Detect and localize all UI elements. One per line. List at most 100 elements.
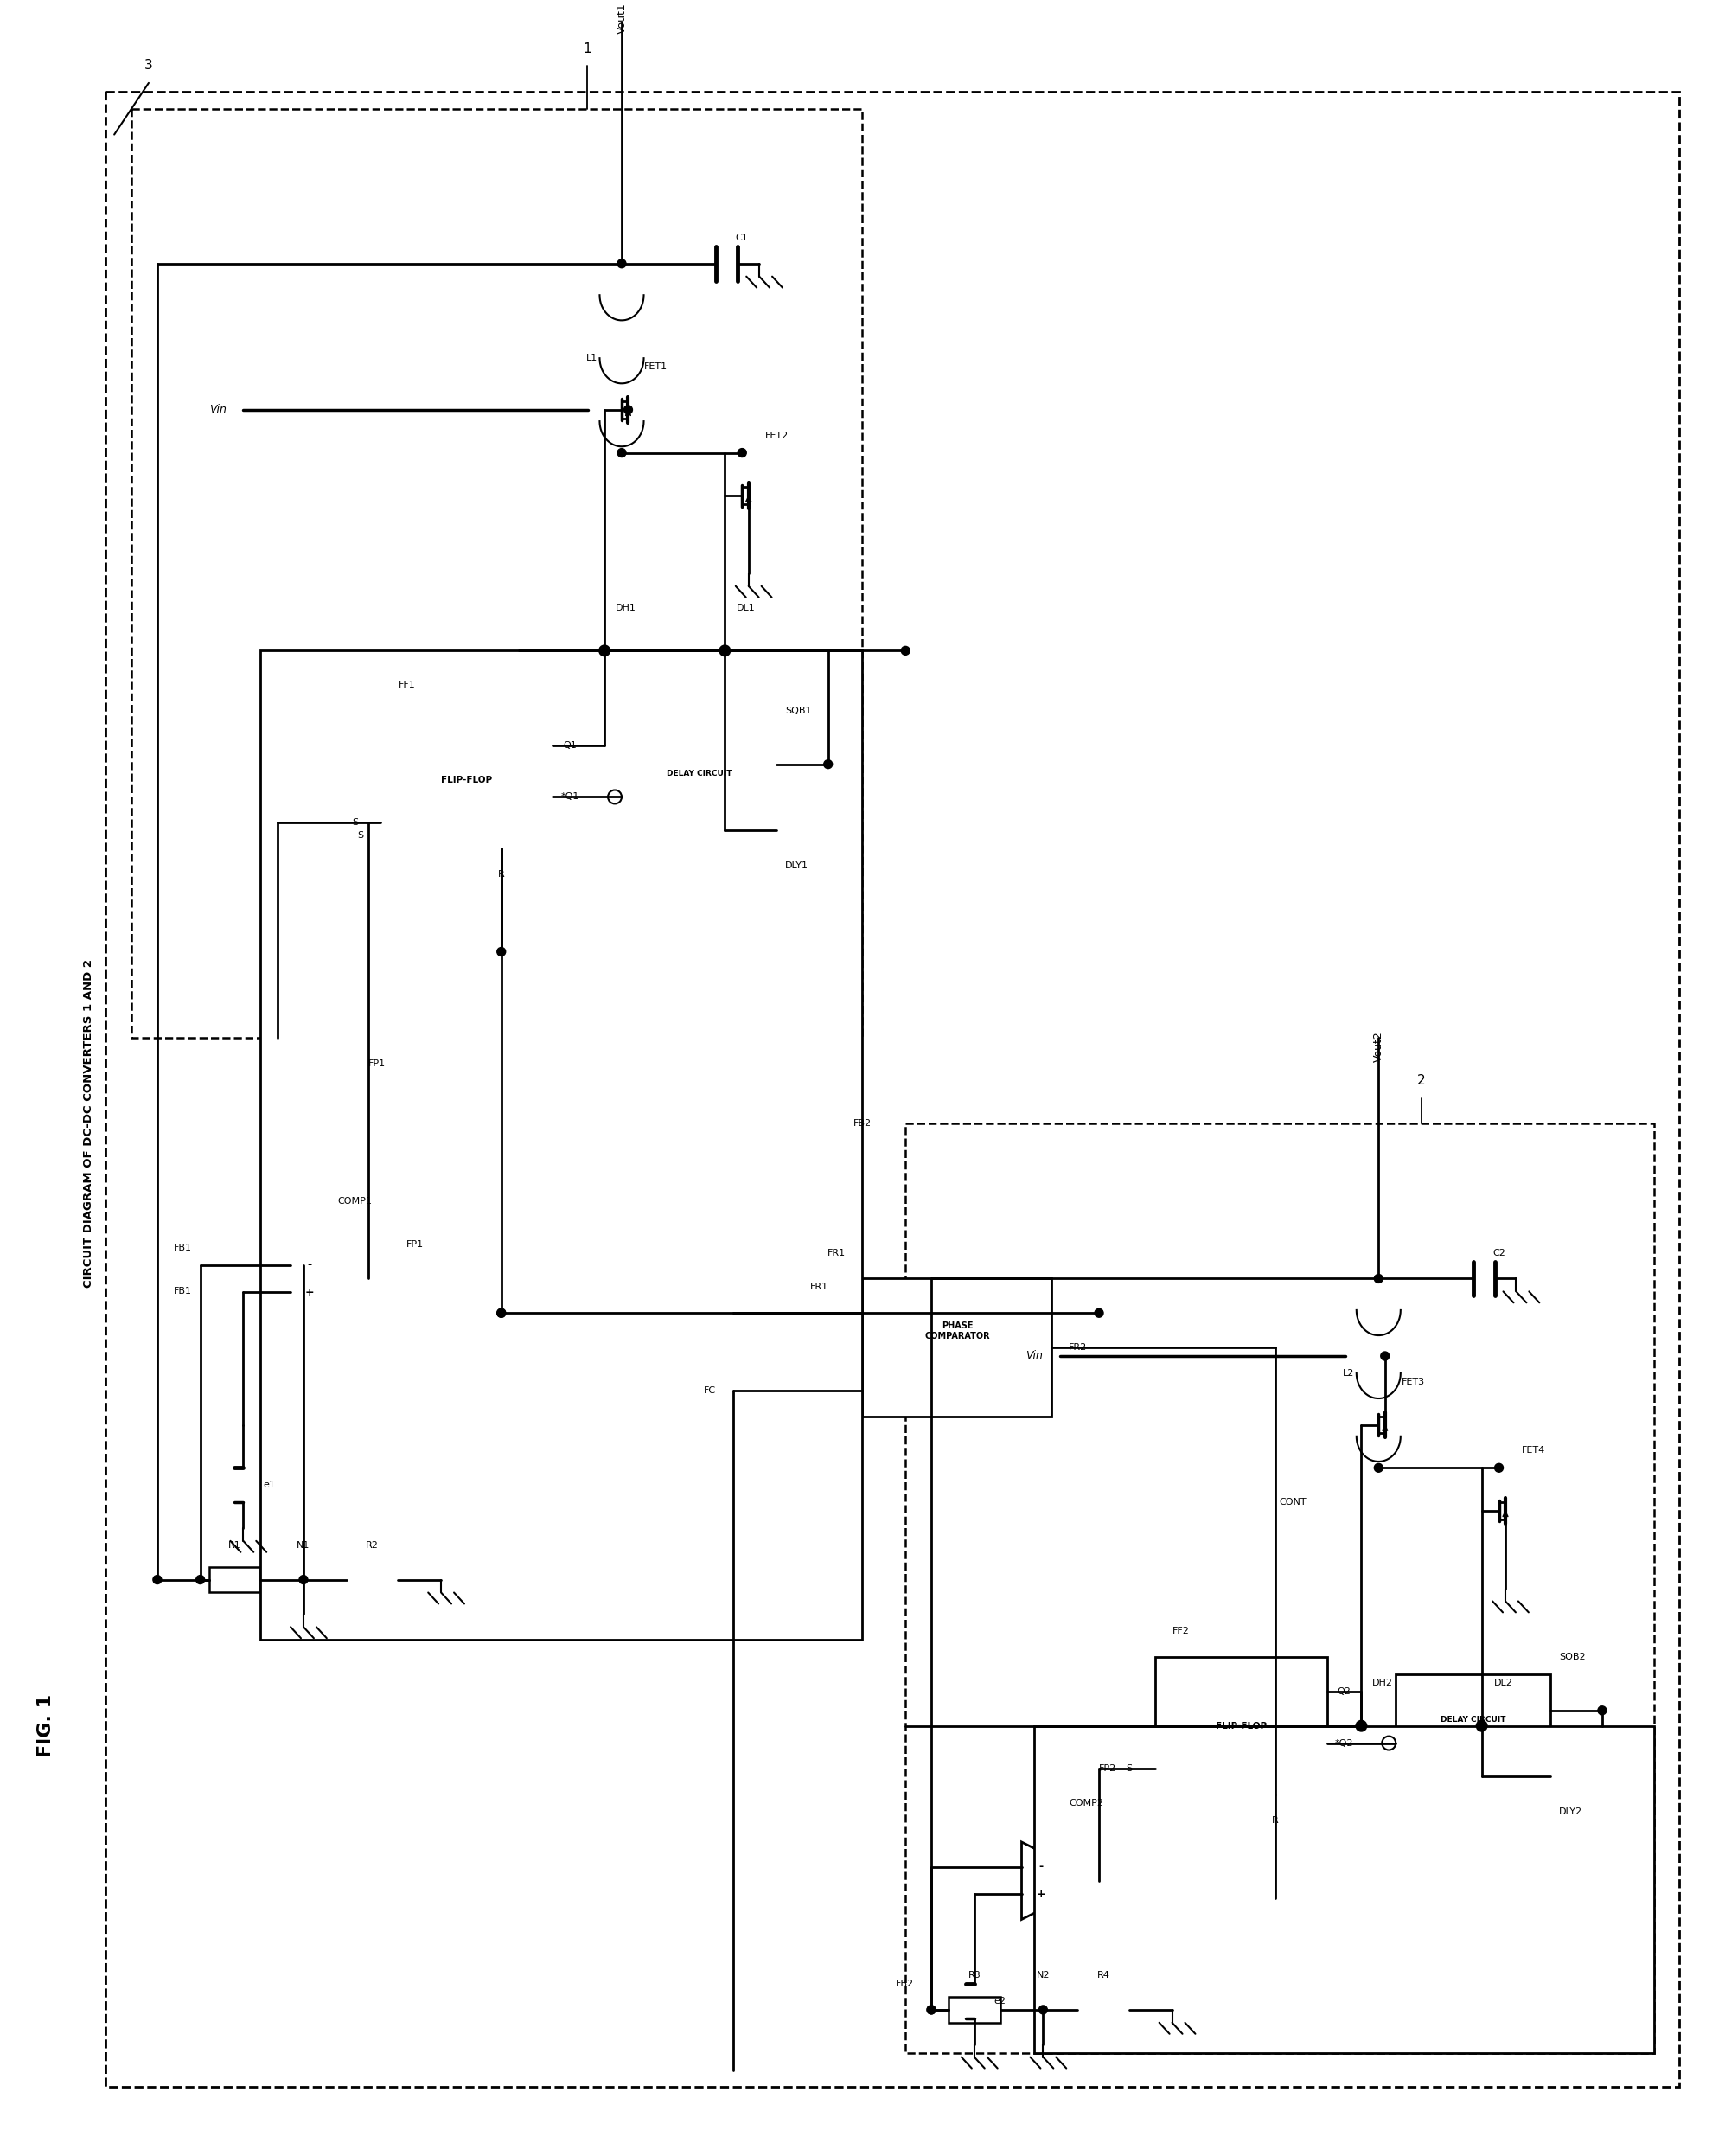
Text: R: R	[499, 871, 505, 880]
Bar	[1396, 1675, 1551, 1794]
Text: SQB2: SQB2	[1559, 1654, 1585, 1662]
Text: e1: e1	[264, 1481, 274, 1490]
Text: FET3: FET3	[1401, 1378, 1425, 1386]
Text: CONT: CONT	[1278, 1498, 1306, 1507]
Text: *Q1: *Q1	[561, 793, 580, 802]
Circle shape	[1375, 1274, 1383, 1283]
Circle shape	[1494, 1464, 1502, 1473]
Circle shape	[497, 1309, 505, 1317]
Text: N1: N1	[297, 1542, 310, 1550]
Bar	[906, 1123, 1654, 2053]
Text: *Q2: *Q2	[1335, 1738, 1354, 1746]
Text: DL1: DL1	[737, 604, 756, 612]
Text: 1: 1	[583, 41, 592, 56]
Text: R3: R3	[968, 1971, 982, 1979]
Text: FP2: FP2	[1099, 1764, 1116, 1772]
Text: FC: FC	[704, 1386, 716, 1395]
Text: DH1: DH1	[616, 604, 637, 612]
Text: DELAY CIRCUIT: DELAY CIRCUIT	[666, 770, 731, 778]
Text: DELAY CIRCUIT: DELAY CIRCUIT	[1440, 1716, 1506, 1725]
Text: Q1: Q1	[564, 742, 576, 750]
Text: e2: e2	[994, 1996, 1006, 2005]
Text: FET4: FET4	[1521, 1447, 1546, 1455]
Text: FET1: FET1	[645, 362, 668, 371]
Bar	[1156, 1658, 1327, 1794]
Text: +: +	[1037, 1889, 1045, 1899]
Text: SQB1: SQB1	[785, 707, 811, 716]
Text: FIG. 1: FIG. 1	[36, 1695, 53, 1757]
Text: DL2: DL2	[1494, 1680, 1513, 1688]
Text: PHASE
COMPARATOR: PHASE COMPARATOR	[925, 1322, 990, 1341]
Circle shape	[1375, 1464, 1383, 1473]
Circle shape	[600, 647, 609, 655]
Bar	[131, 108, 862, 1037]
Circle shape	[900, 647, 909, 655]
Text: FLIP-FLOP: FLIP-FLOP	[442, 776, 492, 785]
Text: DH2: DH2	[1373, 1680, 1394, 1688]
Text: COMP1: COMP1	[338, 1197, 373, 1205]
Text: FF2: FF2	[1171, 1628, 1189, 1636]
Text: -: -	[1038, 1861, 1044, 1871]
Bar	[347, 1567, 398, 1593]
Circle shape	[298, 1576, 307, 1585]
Text: FP1: FP1	[407, 1240, 424, 1248]
Circle shape	[926, 2005, 935, 2014]
Text: Vin: Vin	[209, 403, 226, 416]
Text: S: S	[1126, 1764, 1132, 1772]
Circle shape	[1380, 1352, 1389, 1360]
Circle shape	[197, 1576, 205, 1585]
Circle shape	[825, 759, 833, 768]
Text: Vout2: Vout2	[1373, 1031, 1383, 1061]
Text: FB2: FB2	[854, 1119, 871, 1128]
Text: S: S	[357, 832, 364, 841]
Bar	[260, 651, 862, 1641]
Circle shape	[1597, 1705, 1606, 1714]
Text: 3: 3	[145, 58, 154, 71]
Text: FLIP-FLOP: FLIP-FLOP	[1216, 1723, 1266, 1731]
Circle shape	[738, 448, 747, 457]
Bar	[381, 711, 554, 849]
Circle shape	[1038, 2005, 1047, 2014]
Text: R2: R2	[366, 1542, 380, 1550]
Circle shape	[1477, 1723, 1485, 1731]
Text: N2: N2	[1037, 1971, 1051, 1979]
Text: DLY1: DLY1	[785, 862, 809, 871]
Text: 2: 2	[1418, 1074, 1425, 1087]
Text: C2: C2	[1492, 1248, 1506, 1257]
Text: R1: R1	[228, 1542, 242, 1550]
Text: R: R	[1271, 1815, 1278, 1824]
Bar	[621, 729, 776, 849]
Text: -: -	[307, 1259, 312, 1270]
Bar	[949, 1996, 1000, 2022]
Circle shape	[497, 946, 505, 955]
Text: L2: L2	[1342, 1369, 1354, 1378]
Circle shape	[624, 405, 633, 414]
Text: CIRCUIT DIAGRAM OF DC-DC CONVERTERS 1 AND 2: CIRCUIT DIAGRAM OF DC-DC CONVERTERS 1 AN…	[83, 959, 95, 1287]
Text: +: +	[305, 1287, 314, 1298]
Text: FF1: FF1	[398, 681, 416, 690]
Bar	[1078, 1996, 1130, 2022]
Text: FB1: FB1	[174, 1244, 191, 1253]
Circle shape	[1095, 1309, 1104, 1317]
Text: FR2: FR2	[1070, 1343, 1087, 1352]
Circle shape	[497, 1309, 505, 1317]
Text: COMP2: COMP2	[1070, 1798, 1104, 1807]
Circle shape	[926, 2005, 935, 2014]
Text: FR1: FR1	[826, 1248, 845, 1257]
Circle shape	[154, 1576, 162, 1585]
Text: Vout1: Vout1	[616, 2, 628, 34]
Circle shape	[618, 259, 626, 267]
Text: DLY2: DLY2	[1559, 1807, 1582, 1815]
Bar	[862, 1279, 1052, 1416]
Text: FR1: FR1	[811, 1283, 828, 1291]
Text: S: S	[352, 819, 359, 828]
Bar	[1035, 1727, 1654, 2053]
Text: C1: C1	[737, 233, 749, 241]
Text: FB2: FB2	[895, 1979, 914, 1988]
Text: FET2: FET2	[764, 431, 788, 440]
Text: Vin: Vin	[1026, 1350, 1044, 1363]
Text: Q2: Q2	[1337, 1688, 1351, 1697]
Text: FB1: FB1	[174, 1287, 191, 1296]
Text: L1: L1	[587, 354, 597, 362]
Circle shape	[1358, 1723, 1366, 1731]
